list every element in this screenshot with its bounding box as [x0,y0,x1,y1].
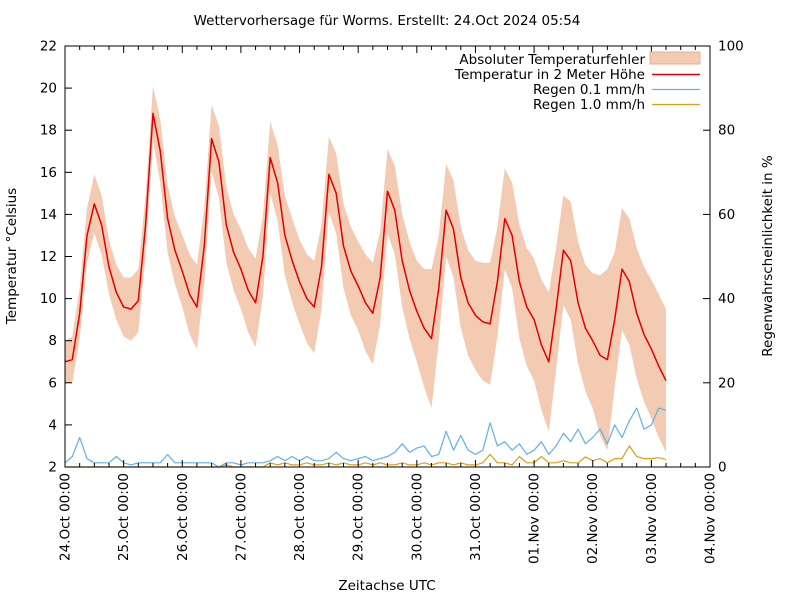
x-tick-label: 24.Oct 00:00 [58,473,74,561]
legend-label-error-band: Absoluter Temperaturfehler [459,52,645,68]
y-left-tick-label: 20 [40,81,57,97]
y-left-tick-label: 2 [48,460,57,476]
y-axis-label-left: Temperatur °Celsius [4,188,20,325]
legend-label-temperature: Temperatur in 2 Meter Höhe [454,67,645,83]
x-axis-label: Zeitachse UTC [338,578,435,594]
y-right-tick-label: 0 [718,460,727,476]
y-left-tick-label: 22 [40,39,57,55]
x-tick-label: 28.Oct 00:00 [292,473,308,561]
error-band [65,86,666,453]
x-tick-label: 29.Oct 00:00 [351,473,367,561]
x-tick-label: 04.Nov 00:00 [703,473,719,564]
y-left-tick-label: 16 [40,165,57,181]
y-left-tick-label: 14 [40,207,57,223]
y-right-tick-label: 60 [718,207,735,223]
y-left-tick-label: 10 [40,291,57,307]
y-axis-label-right: Regenwahrscheinlichkeit in % [760,155,776,357]
y-left-tick-label: 12 [40,249,57,265]
y-right-tick-label: 40 [718,291,735,307]
x-tick-label: 01.Nov 00:00 [527,473,543,564]
y-left-tick-label: 4 [48,417,57,433]
y-right-tick-label: 20 [718,375,735,391]
y-right-tick-label: 100 [718,39,744,55]
x-tick-label: 03.Nov 00:00 [644,473,660,564]
x-tick-label: 30.Oct 00:00 [409,473,425,561]
y-left-tick-label: 18 [40,123,57,139]
y-right-tick-label: 80 [718,123,735,139]
legend-label-rain-10: Regen 1.0 mm/h [533,97,645,113]
plot-area: 24.Oct 00:00 25.Oct 00:00 26.Oct 00:00 27.O… [40,39,744,565]
x-tick-label: 26.Oct 00:00 [175,473,191,561]
x-tick-label: 31.Oct 00:00 [468,473,484,561]
legend-label-rain-01: Regen 0.1 mm/h [533,82,645,98]
chart-title: Wettervorhersage für Worms. Erstellt: 24… [194,13,581,29]
legend: Absoluter Temperaturfehler Temperatur in… [454,51,701,113]
x-tick-label: 02.Nov 00:00 [585,473,601,564]
temperature-line [64,112,667,382]
y-left-tick-label: 8 [48,333,57,349]
x-tick-label: 27.Oct 00:00 [233,473,249,561]
x-tick-label: 25.Oct 00:00 [116,473,132,561]
rain-01-line [64,407,667,468]
y-left-tick-label: 6 [48,375,57,391]
legend-swatch-error-band [649,51,701,65]
